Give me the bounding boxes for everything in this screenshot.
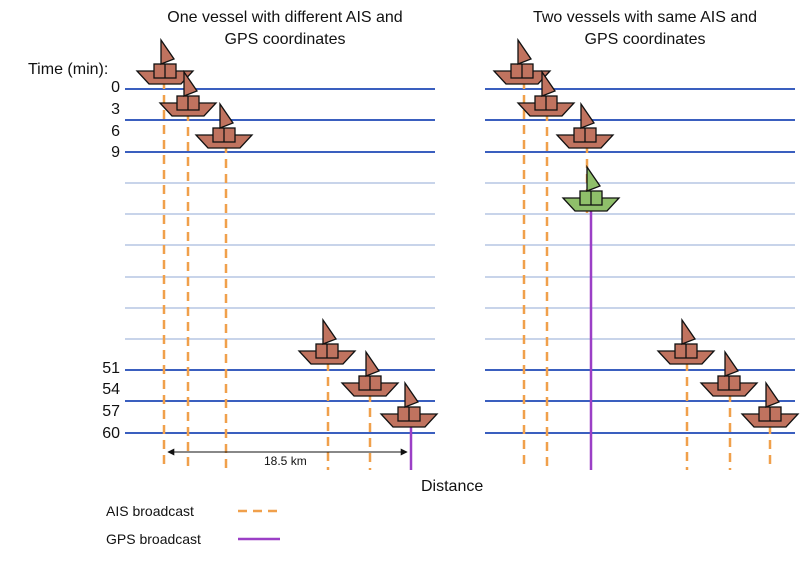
legend-lines bbox=[238, 509, 280, 541]
sailboat-icon bbox=[135, 37, 195, 85]
sail bbox=[724, 349, 740, 377]
right-panel-title: Two vessels with same AIS and GPS coordi… bbox=[532, 9, 758, 48]
sail bbox=[517, 37, 533, 65]
time-tick-0: 0 bbox=[111, 79, 120, 96]
sail bbox=[183, 69, 199, 97]
legend-gps-label: GPS broadcast bbox=[106, 531, 201, 547]
sail bbox=[365, 349, 381, 377]
time-tick-51: 51 bbox=[102, 360, 120, 377]
time-tick-54: 54 bbox=[102, 381, 120, 398]
sail bbox=[765, 380, 781, 408]
sail bbox=[541, 69, 557, 97]
time-axis-label: Time (min): bbox=[28, 61, 109, 78]
distance-axis-label: Distance bbox=[421, 478, 484, 495]
sailboat-icon bbox=[194, 101, 254, 149]
sailboat-icon bbox=[656, 317, 716, 365]
legend-ais-label: AIS broadcast bbox=[106, 503, 194, 519]
sailboat-icon bbox=[492, 37, 552, 85]
time-tick-6: 6 bbox=[111, 123, 120, 140]
green-sailboat-icon bbox=[561, 164, 621, 212]
time-lines bbox=[125, 88, 795, 434]
time-tick-3: 3 bbox=[111, 101, 120, 118]
sailboat-icon bbox=[699, 349, 759, 397]
sailboat-icon bbox=[740, 380, 800, 428]
sail bbox=[580, 101, 596, 129]
sail bbox=[404, 380, 420, 408]
left-panel-title: One vessel with different AIS and GPS co… bbox=[167, 9, 403, 48]
distance-label-measure: 18.5 km bbox=[264, 454, 307, 468]
sailboat-icon bbox=[297, 317, 357, 365]
sail bbox=[681, 317, 697, 345]
sail bbox=[219, 101, 235, 129]
time-tick-57: 57 bbox=[102, 403, 120, 420]
broadcast-lines bbox=[162, 80, 772, 470]
time-tick-9: 9 bbox=[111, 144, 120, 161]
sailboat-icon bbox=[555, 101, 615, 149]
vessels bbox=[135, 37, 800, 428]
sailboat-icon bbox=[516, 69, 576, 117]
sailboat-icon bbox=[379, 380, 439, 428]
time-tick-60: 60 bbox=[102, 425, 120, 442]
sail bbox=[322, 317, 338, 345]
sail bbox=[586, 164, 602, 192]
sailboat-icon bbox=[158, 69, 218, 117]
sailboat-icon bbox=[340, 349, 400, 397]
sail bbox=[160, 37, 176, 65]
